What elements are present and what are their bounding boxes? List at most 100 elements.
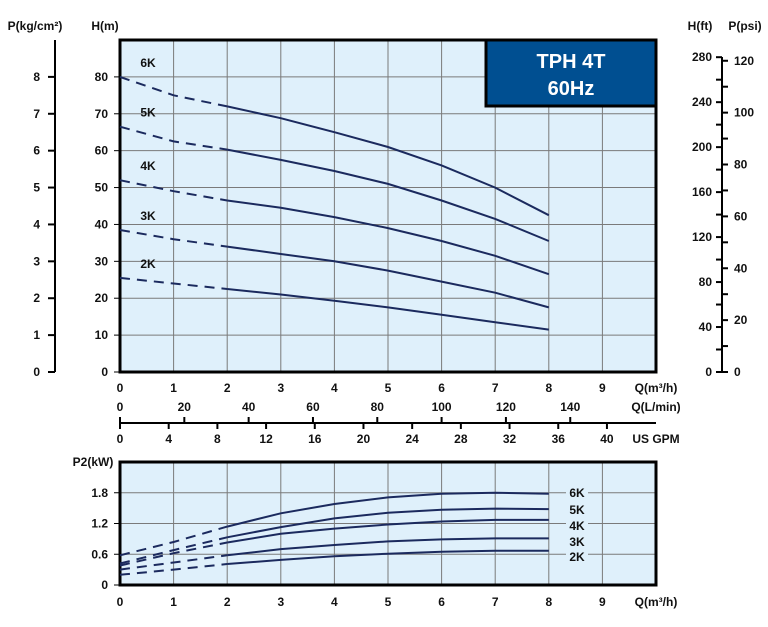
gpm-tick-label: 0 bbox=[117, 432, 124, 446]
chart-title: TPH 4T bbox=[537, 51, 606, 73]
series-label-4K: 4K bbox=[140, 159, 156, 173]
power-x-tick-label: 5 bbox=[385, 595, 392, 609]
gpm-tick-label: 32 bbox=[503, 432, 517, 446]
ft-tick-label: 80 bbox=[699, 275, 713, 289]
y-tick-label: 0 bbox=[101, 365, 108, 379]
psi-tick-label: 20 bbox=[734, 313, 748, 327]
power-y-tick-label: 1.8 bbox=[91, 486, 108, 500]
power-series-label-4K: 4K bbox=[569, 519, 585, 533]
power-y-axis-label: P2(kW) bbox=[73, 455, 114, 469]
power-x-axis-label: Q(m³/h) bbox=[635, 595, 678, 609]
curve-4K-dashed bbox=[119, 179, 228, 202]
x-tick-label: 2 bbox=[224, 381, 231, 395]
y-tick-label: 30 bbox=[95, 254, 109, 268]
series-label-5K: 5K bbox=[140, 106, 156, 120]
gpm-tick-label: 36 bbox=[552, 432, 566, 446]
kg-tick-label: 7 bbox=[33, 107, 40, 121]
kg-tick-label: 4 bbox=[33, 217, 40, 231]
gpm-tick-label: 8 bbox=[214, 432, 221, 446]
series-label-6K: 6K bbox=[140, 56, 156, 70]
curve-3K bbox=[227, 245, 550, 309]
power-y-tick-label: 1.2 bbox=[91, 517, 108, 531]
curve-3K-dashed bbox=[119, 229, 228, 248]
power-x-tick-label: 1 bbox=[170, 595, 177, 609]
x-axis-label: Q(m³/h) bbox=[635, 381, 678, 395]
curve-4K bbox=[227, 199, 550, 276]
y-tick-label: 80 bbox=[95, 70, 109, 84]
x-tick-label: 9 bbox=[599, 381, 606, 395]
curve-5K bbox=[227, 148, 550, 242]
power-series-label-5K: 5K bbox=[569, 503, 585, 517]
series-label-3K: 3K bbox=[140, 209, 156, 223]
plot-border bbox=[118, 38, 658, 374]
curve-6K-dashed bbox=[119, 525, 228, 557]
chart-subtitle: 60Hz bbox=[548, 78, 595, 100]
series-label-bg bbox=[566, 534, 588, 548]
y-tick-label: 10 bbox=[95, 328, 109, 342]
gpm-tick-label: 28 bbox=[454, 432, 468, 446]
curve-6K bbox=[226, 105, 550, 217]
curve-2K-dashed bbox=[119, 276, 228, 290]
lmin-tick-label: 40 bbox=[242, 400, 256, 414]
ft-tick-label: 240 bbox=[692, 95, 712, 109]
curve-3K bbox=[227, 537, 549, 557]
curve-5K bbox=[227, 507, 549, 539]
ft-tick-label: 120 bbox=[692, 230, 712, 244]
power-x-tick-label: 8 bbox=[545, 595, 552, 609]
power-x-tick-label: 6 bbox=[438, 595, 445, 609]
y-tick-label: 20 bbox=[95, 291, 109, 305]
psi-tick-label: 120 bbox=[734, 54, 754, 68]
kg-tick-label: 8 bbox=[33, 70, 40, 84]
psi-tick-label: 40 bbox=[734, 261, 748, 275]
x-tick-label: 0 bbox=[117, 381, 124, 395]
curve-2K-dashed bbox=[119, 563, 228, 576]
series-label-2K: 2K bbox=[140, 257, 156, 271]
x-tick-label: 8 bbox=[545, 381, 552, 395]
lmin-tick-label: 0 bbox=[117, 400, 124, 414]
kg-tick-label: 1 bbox=[33, 328, 40, 342]
y-tick-label: 60 bbox=[95, 144, 109, 158]
power-x-tick-label: 4 bbox=[331, 595, 338, 609]
series-label-bg bbox=[566, 485, 588, 499]
kg-axis-label: P(kg/cm²) bbox=[8, 19, 63, 33]
power-x-tick-label: 7 bbox=[492, 595, 499, 609]
power-x-tick-label: 9 bbox=[599, 595, 606, 609]
curve-2K bbox=[227, 288, 549, 331]
y-tick-label: 40 bbox=[95, 217, 109, 231]
power-y-tick-label: 0.6 bbox=[91, 547, 108, 561]
series-label-bg bbox=[566, 549, 588, 563]
curve-6K bbox=[226, 491, 549, 528]
power-series-label-6K: 6K bbox=[569, 486, 585, 500]
power-x-tick-label: 2 bbox=[224, 595, 231, 609]
curve-5K-dashed bbox=[119, 125, 228, 151]
lmin-tick-label: 100 bbox=[432, 400, 452, 414]
kg-tick-label: 5 bbox=[33, 181, 40, 195]
lmin-tick-label: 20 bbox=[178, 400, 192, 414]
y-tick-label: 70 bbox=[95, 107, 109, 121]
ft-tick-label: 0 bbox=[705, 365, 712, 379]
ft-tick-label: 160 bbox=[692, 185, 712, 199]
ft-tick-label: 280 bbox=[692, 50, 712, 64]
power-series-label-3K: 3K bbox=[569, 535, 585, 549]
x-tick-label: 1 bbox=[170, 381, 177, 395]
lmin-tick-label: 60 bbox=[306, 400, 320, 414]
psi-axis-label: P(psi) bbox=[728, 19, 761, 33]
curve-6K-dashed bbox=[119, 75, 228, 108]
kg-tick-label: 3 bbox=[33, 254, 40, 268]
psi-tick-label: 0 bbox=[734, 365, 741, 379]
curve-3K-dashed bbox=[119, 554, 228, 571]
ft-axis-label: H(ft) bbox=[688, 19, 713, 33]
lmin-tick-label: 120 bbox=[496, 400, 516, 414]
ft-tick-label: 40 bbox=[699, 320, 713, 334]
ft-tick-label: 200 bbox=[692, 140, 712, 154]
psi-tick-label: 100 bbox=[734, 106, 754, 120]
gpm-tick-label: 20 bbox=[357, 432, 371, 446]
gpm-tick-label: 24 bbox=[405, 432, 419, 446]
x-tick-label: 7 bbox=[492, 381, 499, 395]
gpm-tick-label: 12 bbox=[259, 432, 273, 446]
power-y-tick-label: 0 bbox=[101, 578, 108, 592]
series-label-bg bbox=[566, 502, 588, 516]
y-tick-label: 50 bbox=[95, 181, 109, 195]
psi-tick-label: 80 bbox=[734, 158, 748, 172]
